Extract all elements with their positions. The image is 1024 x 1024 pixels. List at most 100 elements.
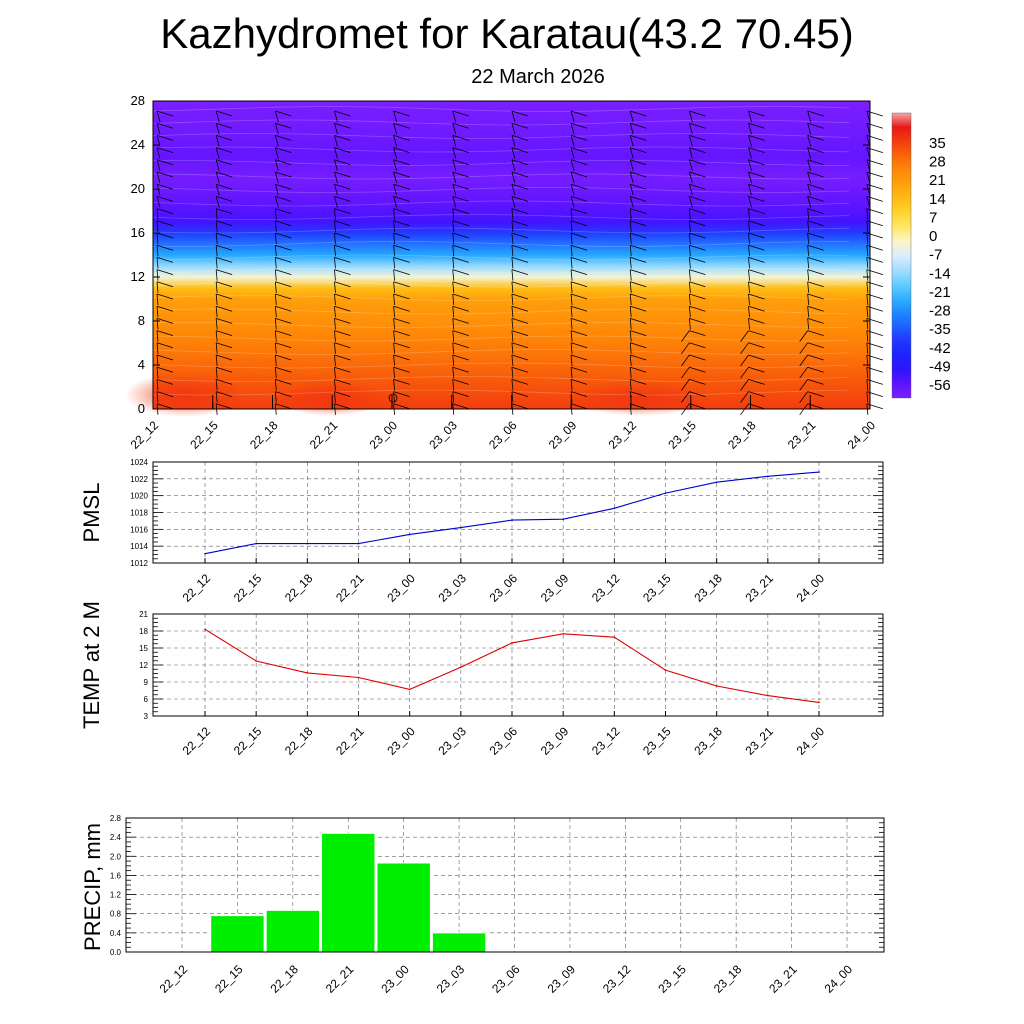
- wind-barb-flag: [275, 391, 292, 397]
- wind-barb-flag: [630, 159, 647, 166]
- wind-barb: [740, 342, 749, 355]
- wind-barb-flag: [748, 208, 765, 214]
- wind-barb: [629, 171, 634, 184]
- wind-barb-flag: [866, 244, 883, 251]
- wind-barb-flag: [807, 110, 824, 117]
- wind-barb-flag: [452, 318, 469, 324]
- wind-barb-flag: [866, 391, 883, 397]
- wind-barb-flag: [630, 281, 647, 288]
- wind-barb: [807, 110, 812, 123]
- wind-barb: [629, 245, 632, 257]
- wind-barb-flag: [570, 208, 588, 214]
- wind-barb-flag: [570, 244, 588, 251]
- wind-barb: [629, 318, 632, 330]
- y-axis-label: PMSL: [79, 483, 104, 543]
- wind-barb-flag: [807, 159, 824, 166]
- wind-barb: [393, 269, 396, 281]
- wind-barb: [215, 281, 218, 293]
- wind-barb: [629, 123, 634, 135]
- wind-barb-flag: [452, 220, 469, 227]
- wind-barb: [156, 306, 159, 318]
- wind-barb-flag: [452, 208, 469, 214]
- wind-barb: [570, 281, 573, 293]
- x-tick-label: 23_21: [785, 418, 819, 452]
- wind-barb: [748, 147, 752, 159]
- x-tick-label: 23_03: [434, 962, 468, 996]
- wind-barb: [740, 354, 749, 367]
- wind-barb: [807, 257, 810, 269]
- wind-barb: [393, 110, 397, 123]
- wind-barb-flag: [689, 403, 706, 410]
- wind-barb-flag: [275, 269, 292, 275]
- wind-barb-flag: [393, 220, 410, 227]
- wind-barb-flag: [275, 220, 292, 227]
- wind-barb: [215, 379, 218, 391]
- wind-barb-flag: [570, 232, 588, 239]
- isotherm: [152, 200, 850, 207]
- wind-barb-flag: [452, 342, 469, 349]
- data-point: [767, 475, 769, 478]
- wind-barb: [629, 293, 632, 306]
- wind-barb: [452, 135, 457, 147]
- wind-barb-flag: [275, 232, 292, 239]
- colorbar-label: -49: [929, 358, 951, 375]
- wind-barb-flag: [630, 305, 647, 312]
- wind-barb-flag: [334, 196, 351, 202]
- wind-barb-flag: [689, 147, 706, 153]
- wind-barb: [334, 232, 336, 245]
- wind-barb-flag: [570, 171, 588, 178]
- data-point: [664, 492, 667, 494]
- wind-barb-flag: [156, 147, 174, 153]
- wind-barb: [452, 269, 455, 281]
- wind-barb: [334, 293, 336, 306]
- wind-barb-flag: [334, 183, 351, 190]
- wind-barb: [511, 123, 516, 135]
- wind-barb: [156, 208, 159, 220]
- wind-barb-flag: [156, 257, 174, 263]
- wind-barb-flag: [156, 342, 174, 349]
- wind-barb-flag: [216, 269, 233, 275]
- wind-barb: [511, 379, 514, 391]
- wind-barb-flag: [275, 342, 292, 349]
- wind-barb: [748, 184, 752, 196]
- wind-barb: [748, 208, 750, 220]
- wind-barb-flag: [866, 379, 883, 385]
- wind-barb-flag: [689, 330, 706, 336]
- wind-barb-flag: [216, 330, 233, 336]
- isotherm: [152, 254, 850, 261]
- wind-barb-flag: [570, 379, 588, 385]
- data-point: [613, 507, 616, 510]
- y-tick-label: 1018: [130, 509, 148, 518]
- wind-barb-flag: [393, 318, 410, 324]
- wind-barb: [274, 196, 279, 208]
- wind-barb-flag: [570, 196, 588, 202]
- wind-barb-flag: [807, 305, 824, 312]
- wind-barb: [215, 367, 218, 379]
- wind-barb-flag: [807, 281, 824, 288]
- wind-barb-flag: [866, 281, 883, 288]
- y-tick-label: 15: [139, 644, 148, 653]
- wind-barb: [688, 110, 693, 123]
- wind-barb-flag: [216, 391, 233, 397]
- temperature-cross-section-chart: 0 4 8 12 16 20 24 28 22_12 22_15 22_18 22_21 23_00 23…: [125, 93, 883, 452]
- x-tick-label: 22_12: [180, 571, 214, 605]
- data-point: [562, 518, 564, 521]
- wind-barb-flag: [452, 135, 469, 141]
- wind-barb: [215, 147, 220, 159]
- wind-barb: [215, 159, 220, 171]
- y-tick-label: 12: [139, 661, 148, 670]
- wind-barb: [156, 367, 159, 379]
- wind-barb: [866, 354, 869, 367]
- colorbar-label: 28: [929, 154, 946, 171]
- wind-barb-flag: [334, 159, 351, 166]
- y-tick-label: 1024: [130, 458, 148, 467]
- wind-barb: [866, 245, 869, 257]
- wind-barb: [274, 184, 279, 196]
- wind-barb-flag: [748, 354, 765, 361]
- wind-barb-flag: [156, 269, 174, 275]
- wind-barb-flag: [689, 244, 706, 251]
- wind-barb: [274, 330, 277, 342]
- wind-barb: [629, 367, 632, 379]
- x-tick-label: 23_03: [435, 571, 469, 605]
- isotherm: [152, 362, 850, 369]
